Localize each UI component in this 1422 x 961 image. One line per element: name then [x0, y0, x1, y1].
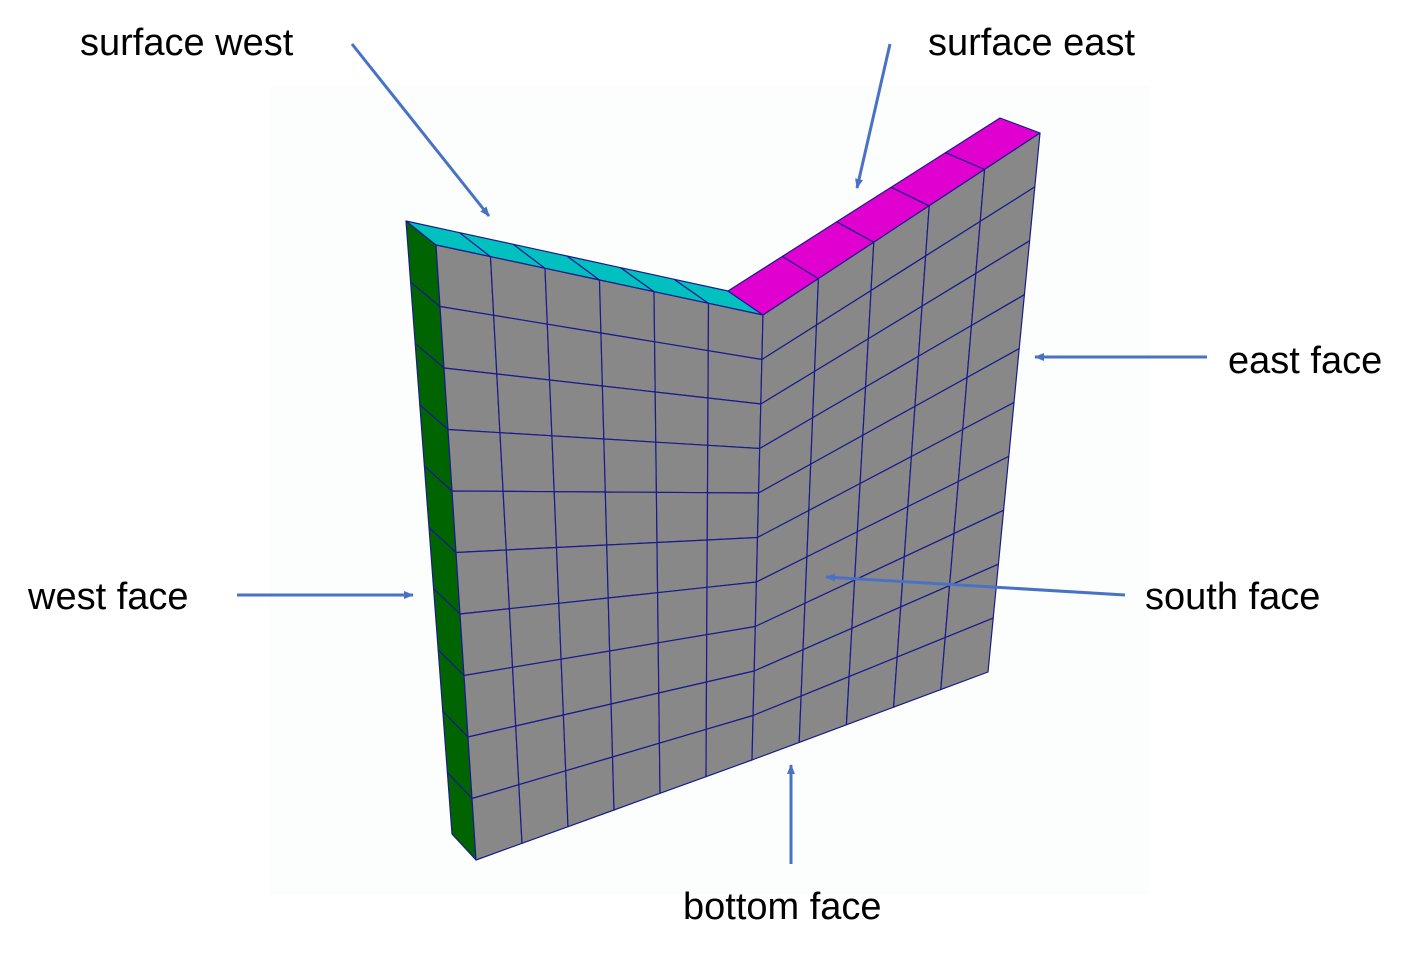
south-face-cell: [546, 323, 604, 387]
south-face-cell: [607, 592, 659, 652]
label-bottom-face: bottom face: [683, 886, 882, 928]
south-face-cell: [435, 244, 495, 316]
south-face-cell: [940, 617, 994, 691]
arrows: [237, 43, 1207, 864]
south-face-cell: [463, 666, 517, 738]
south-face-cell: [706, 492, 760, 541]
south-face-cell: [505, 546, 560, 610]
south-face-cell: [653, 341, 709, 399]
south-face-cell: [553, 491, 608, 549]
south-face-cell: [493, 314, 551, 381]
south-face-cell: [655, 491, 709, 544]
south-face-cell: [656, 539, 708, 594]
arrow-surface-east: [855, 43, 892, 189]
south-face-cell: [447, 428, 504, 492]
south-face-cell: [499, 432, 555, 493]
south-face-cell: [455, 549, 510, 615]
south-face-cell: [508, 602, 562, 668]
label-surface-east: surface east: [928, 22, 1135, 64]
south-face-cell: [600, 332, 656, 393]
arrow-surface-west: [350, 43, 491, 217]
south-face-cell: [706, 444, 761, 494]
south-face-cell: [451, 490, 507, 554]
south-face-cell: [606, 541, 659, 599]
south-face-cell: [502, 490, 558, 551]
south-face-cell: [603, 438, 658, 493]
south-face-cell: [656, 586, 708, 644]
south-face-cell: [496, 373, 553, 437]
label-east-face: east face: [1228, 340, 1383, 382]
label-west-face: west face: [28, 576, 189, 618]
south-face-cell: [439, 305, 498, 375]
south-face-cell: [604, 491, 658, 546]
label-surface-west: surface west: [80, 22, 294, 64]
south-face-cell: [443, 367, 501, 434]
label-south-face: south face: [1145, 576, 1321, 618]
south-face-cell: [655, 441, 709, 494]
mesh: [405, 117, 1041, 861]
arrow-south-face: [825, 573, 1126, 597]
south-face-cell: [511, 658, 565, 727]
south-face-cell: [601, 385, 657, 443]
south-face-cell: [548, 379, 605, 440]
south-face-cell: [707, 350, 763, 405]
south-face-cell: [558, 597, 611, 660]
south-face-cell: [544, 267, 602, 334]
south-face-cell: [706, 581, 758, 636]
south-face-cell: [707, 397, 762, 450]
south-face-cell: [489, 256, 548, 325]
south-face-cell: [551, 435, 606, 493]
south-face-cell: [706, 536, 759, 588]
south-face-cell: [555, 544, 609, 604]
south-face-cell: [459, 608, 514, 677]
south-face-cell: [654, 391, 709, 446]
